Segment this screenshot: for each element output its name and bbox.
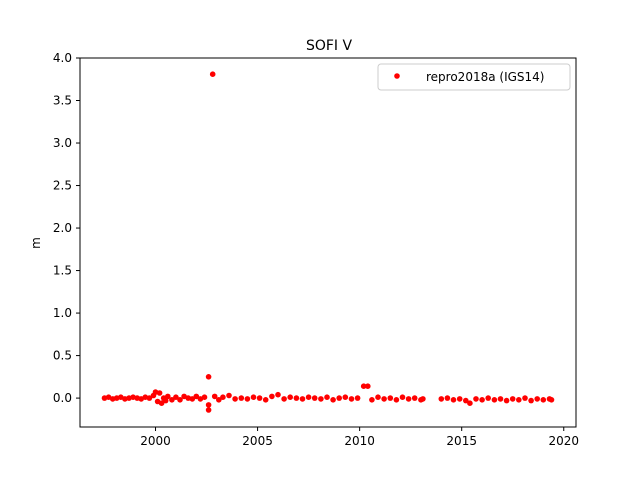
data-point: [220, 394, 226, 401]
x-tick-label: 2020: [548, 434, 579, 448]
data-point: [463, 397, 469, 404]
y-tick-label: 2.0: [53, 221, 72, 235]
data-point: [205, 407, 212, 413]
data-point: [156, 390, 163, 396]
data-point: [381, 396, 387, 402]
y-tick-label: 0.5: [53, 349, 72, 363]
data-point: [516, 397, 522, 403]
data-point: [169, 397, 175, 403]
data-point: [226, 392, 232, 399]
axis-ticks: 2000 2005 2010 2015 2020 0.0 0.5 1.0 1.5 2.0 2.5 3.…: [53, 51, 579, 448]
data-point: [420, 396, 426, 402]
data-point: [324, 394, 330, 401]
data-point: [177, 397, 183, 403]
data-point: [238, 395, 245, 401]
data-point: [509, 396, 516, 402]
data-point: [438, 396, 445, 402]
chart-title: SOFI V: [306, 38, 353, 54]
data-point: [503, 397, 510, 404]
x-tick-label: 2015: [446, 434, 477, 448]
y-tick-label: 3.0: [53, 136, 72, 150]
data-point: [387, 395, 394, 401]
data-point: [318, 396, 324, 402]
data-point: [548, 397, 555, 403]
data-point: [205, 402, 212, 408]
data-point: [540, 397, 547, 403]
data-point: [399, 394, 406, 401]
legend-marker: [394, 73, 400, 79]
y-tick-label: 4.0: [53, 51, 72, 65]
data-point: [173, 394, 179, 401]
data-point: [305, 394, 312, 401]
data-point: [348, 396, 355, 402]
data-point: [456, 396, 463, 402]
data-point: [250, 394, 257, 401]
data-point: [528, 397, 534, 404]
data-point: [365, 383, 371, 390]
data-point: [479, 397, 485, 403]
data-point: [369, 397, 375, 403]
data-point: [211, 393, 218, 400]
data-point: [411, 395, 418, 401]
data-point: [269, 393, 275, 400]
data-point: [281, 396, 287, 402]
data-point: [162, 397, 169, 404]
y-tick-label: 0.0: [53, 391, 72, 405]
data-point: [193, 393, 200, 400]
data-point: [534, 396, 540, 402]
data-point: [209, 71, 216, 77]
data-point: [146, 395, 153, 401]
plot-frame: [79, 57, 577, 428]
data-point: [450, 397, 457, 403]
data-point: [354, 395, 361, 401]
data-point: [360, 383, 367, 390]
data-point: [336, 395, 343, 401]
data-point: [275, 391, 281, 398]
data-point: [293, 395, 300, 401]
data-point: [444, 395, 451, 401]
data-point: [158, 400, 165, 407]
x-tick-label: 2010: [344, 434, 375, 448]
data-point: [485, 395, 492, 401]
data-point: [311, 395, 318, 401]
data-point: [244, 396, 251, 402]
data-point: [205, 374, 212, 380]
data-point: [262, 397, 269, 403]
data-point: [393, 397, 400, 403]
data-point: [216, 397, 222, 403]
data-point: [405, 396, 412, 402]
data-point: [232, 396, 238, 402]
legend-box: [377, 63, 571, 91]
y-axis-label: m: [29, 237, 43, 249]
data-point: [299, 396, 306, 402]
y-tick-label: 1.0: [53, 306, 72, 320]
data-point: [201, 394, 208, 401]
data-point: [491, 397, 498, 403]
data-point: [165, 393, 171, 400]
data-point: [287, 394, 294, 401]
data-points: [101, 71, 555, 413]
data-point: [522, 395, 528, 401]
data-point: [375, 394, 381, 401]
data-point: [256, 395, 263, 401]
data-point: [189, 396, 196, 402]
y-tick-label: 1.5: [53, 264, 72, 278]
y-tick-label: 2.5: [53, 179, 72, 193]
data-point: [497, 396, 504, 402]
legend-label: repro2018a (IGS14): [426, 70, 544, 84]
x-tick-label: 2000: [140, 434, 171, 448]
data-point: [467, 400, 473, 407]
legend: repro2018a (IGS14): [377, 63, 571, 91]
data-point: [330, 397, 336, 403]
data-point: [342, 394, 349, 401]
x-tick-label: 2005: [242, 434, 273, 448]
y-tick-label: 3.5: [53, 94, 72, 108]
data-point: [473, 396, 479, 402]
